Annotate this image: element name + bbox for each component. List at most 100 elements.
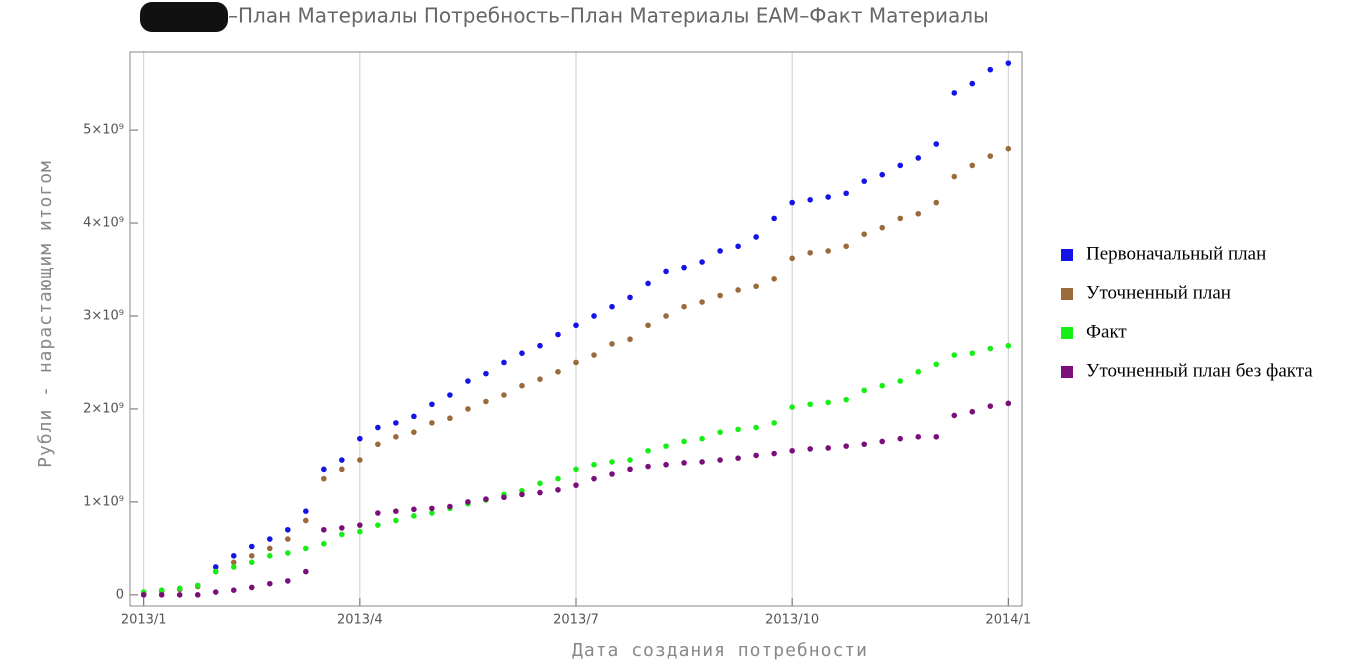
point	[951, 412, 958, 419]
point	[212, 589, 219, 595]
point	[411, 413, 417, 420]
point	[266, 545, 273, 552]
point	[248, 584, 255, 591]
point	[969, 408, 976, 415]
point	[951, 90, 958, 96]
point	[915, 434, 922, 440]
point	[771, 450, 777, 457]
point	[663, 313, 669, 319]
point	[609, 303, 615, 310]
point	[879, 224, 886, 231]
point	[194, 582, 201, 589]
point	[176, 585, 183, 592]
point	[717, 457, 723, 463]
point	[771, 420, 777, 426]
point	[573, 359, 579, 366]
point	[591, 461, 597, 468]
point	[519, 382, 525, 389]
point	[393, 508, 399, 514]
point	[807, 249, 813, 256]
point	[681, 460, 687, 466]
point	[411, 513, 417, 519]
point	[573, 466, 579, 473]
point	[861, 178, 868, 185]
y-tick-label: 3×10⁹	[83, 308, 124, 323]
point	[717, 429, 723, 435]
point	[933, 141, 940, 147]
point	[969, 162, 976, 169]
legend-label: Факт	[1086, 321, 1127, 342]
point	[1005, 145, 1012, 152]
point	[753, 283, 759, 290]
point	[1005, 60, 1012, 66]
x-tick-label: 2013/4	[337, 613, 383, 628]
point	[284, 550, 291, 556]
point	[357, 457, 363, 463]
point	[951, 173, 958, 180]
point	[789, 447, 795, 454]
point	[429, 505, 435, 512]
point	[321, 466, 327, 473]
point	[483, 370, 489, 377]
y-tick-label: 4×10⁹	[83, 216, 124, 231]
point	[843, 443, 849, 449]
point	[951, 352, 958, 358]
point	[357, 522, 363, 528]
point	[825, 445, 831, 451]
point	[393, 517, 399, 524]
point	[1005, 400, 1012, 407]
point	[230, 559, 237, 566]
point	[158, 592, 165, 598]
point	[230, 553, 237, 559]
point	[429, 401, 435, 408]
point	[230, 587, 237, 593]
y-tick-label: 5×10⁹	[83, 123, 124, 138]
point	[879, 171, 886, 178]
legend-swatch	[1061, 327, 1073, 339]
point	[717, 248, 723, 254]
point	[321, 540, 327, 547]
point	[627, 294, 633, 301]
point	[681, 438, 687, 445]
point	[699, 299, 705, 305]
point	[447, 392, 453, 398]
point	[591, 475, 597, 482]
point	[284, 526, 291, 533]
point	[1005, 342, 1012, 349]
point	[375, 441, 381, 448]
point	[645, 280, 651, 287]
point	[735, 243, 741, 250]
point	[339, 466, 345, 473]
point	[212, 564, 219, 570]
point	[429, 510, 435, 516]
legend-swatch	[1061, 249, 1073, 261]
point	[627, 466, 633, 473]
point	[284, 578, 291, 584]
x-axis-label: Дата создания потребности	[572, 640, 868, 661]
point	[771, 276, 777, 282]
point	[357, 435, 363, 442]
point	[537, 376, 543, 382]
legend-label: Первоначальный план	[1086, 243, 1266, 264]
plot-frame	[129, 51, 1023, 607]
point	[140, 592, 147, 598]
point	[897, 378, 904, 384]
point	[753, 234, 759, 240]
point	[771, 215, 777, 222]
point	[699, 459, 705, 465]
point	[303, 517, 309, 524]
point	[753, 452, 759, 459]
point	[266, 553, 273, 559]
point	[663, 443, 669, 449]
point	[429, 420, 435, 426]
point	[681, 303, 687, 310]
point	[591, 313, 597, 319]
point	[375, 510, 381, 516]
point	[609, 341, 615, 347]
point	[411, 429, 417, 435]
point	[645, 447, 651, 454]
point	[194, 592, 201, 598]
point	[789, 199, 795, 206]
y-tick-label: 2×10⁹	[83, 401, 124, 416]
point	[266, 580, 273, 587]
